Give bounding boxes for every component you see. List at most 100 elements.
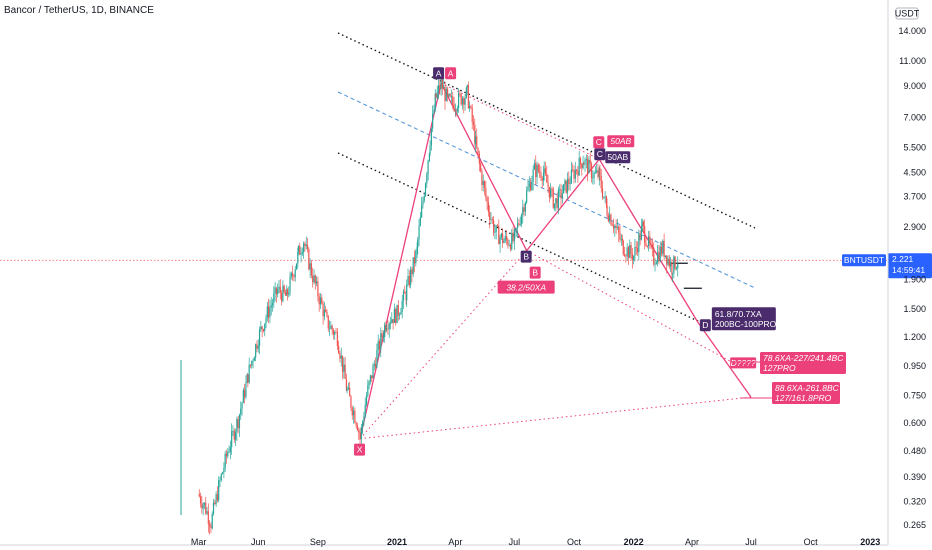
label-b-pink: B — [532, 268, 538, 278]
candle-body — [630, 245, 632, 254]
candle-body — [364, 404, 366, 418]
candle-body — [588, 159, 590, 174]
candle-body — [477, 147, 479, 154]
candle-body — [229, 447, 231, 452]
candle-body — [416, 247, 418, 251]
candle-body — [495, 225, 497, 232]
candle-body — [445, 89, 447, 101]
candle-body — [421, 205, 423, 218]
candle-body — [474, 124, 476, 144]
candle-body — [616, 226, 619, 228]
candle-body — [242, 389, 244, 403]
candle-body — [519, 224, 521, 225]
candle-body — [646, 245, 648, 247]
candle-body — [266, 306, 268, 318]
candle-body — [381, 333, 383, 338]
candle-body — [499, 237, 501, 245]
candle-body — [354, 410, 356, 423]
candle-body — [490, 219, 492, 221]
label-a-pink: A — [448, 68, 454, 78]
candle-body — [610, 214, 612, 225]
ext2-line-1: 88.6XA-261.8BC — [775, 383, 840, 393]
candle-body — [344, 364, 346, 379]
candle-body — [478, 153, 480, 164]
candle-body — [563, 184, 565, 194]
y-tick-label: 0.265 — [903, 520, 926, 530]
candle-body — [280, 293, 283, 302]
candle-body — [358, 430, 360, 433]
candle-body — [410, 269, 412, 286]
candle-body — [444, 86, 446, 101]
candle-body — [452, 96, 454, 104]
candle-body — [542, 172, 545, 181]
candle-body — [589, 159, 591, 164]
candle-body — [465, 87, 467, 98]
candle-body — [620, 238, 622, 240]
candle-body — [459, 93, 461, 95]
candle-body — [557, 189, 560, 208]
candle-body — [252, 360, 254, 362]
candle-body — [546, 174, 548, 183]
candle-body — [523, 207, 525, 212]
candle-body — [430, 128, 432, 146]
candle-body — [309, 263, 311, 270]
candle-body — [319, 297, 322, 305]
y-tick-label: 9.000 — [903, 81, 926, 91]
ticker-symbol-box — [842, 254, 886, 267]
y-tick-label: 1.500 — [903, 304, 926, 314]
label-b-box — [520, 250, 532, 263]
candle-body — [598, 168, 600, 178]
candle-body — [577, 170, 579, 176]
candle-body — [427, 160, 429, 175]
candle-body — [449, 94, 451, 97]
c-ratio-pink: 50AB — [610, 136, 631, 146]
candle-body — [611, 224, 613, 226]
candle-body — [480, 163, 482, 172]
candle-body — [543, 168, 545, 173]
candle-body — [419, 217, 421, 227]
candle-body — [215, 494, 217, 504]
candle-body — [351, 407, 353, 416]
candle-body — [211, 513, 213, 529]
candle-body — [463, 98, 465, 105]
harmonic-pattern — [359, 82, 752, 440]
candle-body — [467, 85, 469, 109]
candle-body — [218, 480, 220, 501]
candle-body — [522, 207, 524, 215]
bc-leg — [526, 158, 600, 251]
candle-body — [578, 157, 580, 176]
candle-body — [304, 243, 306, 247]
candle-body — [341, 355, 344, 372]
candle-body — [660, 246, 663, 254]
trend-channels — [0, 32, 888, 323]
candle-body — [363, 417, 365, 422]
xd-dotted — [359, 396, 752, 440]
label-a-pink-box — [445, 67, 457, 80]
upper-channel-line — [337, 32, 756, 229]
price-axis: 14.000 11.000 9.000 7.000 5.500 4.500 3.700 2.9… — [887, 0, 926, 545]
candle-body — [349, 387, 351, 397]
candle-body — [377, 341, 379, 351]
candle-body — [426, 174, 428, 184]
candle-body — [548, 186, 550, 198]
candle-body — [590, 163, 593, 178]
candle-body — [559, 188, 561, 190]
candle-body — [405, 293, 407, 301]
candle-body — [640, 226, 643, 240]
candle-body — [569, 183, 571, 185]
candle-body — [437, 85, 440, 92]
candle-body — [323, 309, 325, 317]
candle-body — [271, 303, 274, 306]
x-tick-label: Apr — [448, 537, 462, 547]
candle-body — [622, 238, 624, 241]
candle-body — [372, 365, 374, 379]
candle-body — [627, 247, 630, 258]
candle-body — [518, 223, 520, 225]
candle-body — [335, 332, 337, 333]
candle-body — [264, 323, 266, 331]
candle-body — [210, 526, 212, 529]
candle-body — [241, 402, 243, 409]
candle-body — [663, 240, 665, 257]
candle-body — [406, 284, 408, 301]
